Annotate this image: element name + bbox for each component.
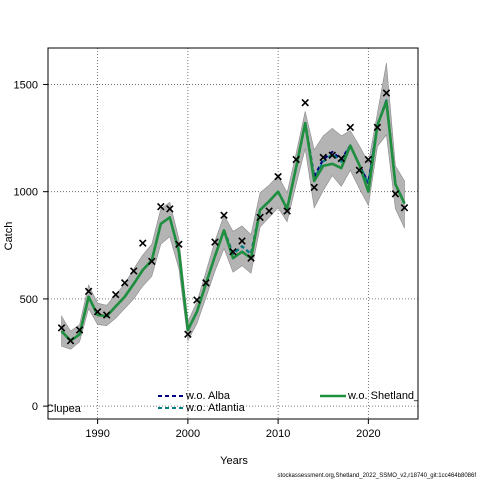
x-tick-label-2000: 2000 bbox=[176, 428, 200, 440]
observed-point-2022 bbox=[382, 89, 391, 97]
observed-point-2007 bbox=[247, 254, 255, 262]
observed-point-2023 bbox=[391, 190, 400, 198]
observed-point-2010 bbox=[274, 172, 282, 181]
observed-point-2019 bbox=[355, 166, 364, 175]
observed-point-2006 bbox=[238, 237, 246, 245]
legend-label-2: Clupea bbox=[46, 403, 82, 415]
observed-point-1999 bbox=[175, 240, 183, 248]
footer-text: stockassessment.org,Shetland_2022_SSMO_v… bbox=[278, 473, 477, 479]
observed-point-1994 bbox=[129, 267, 138, 275]
legend-label-4: w.o. Atlantia bbox=[185, 402, 246, 414]
observed-point-2008 bbox=[256, 213, 264, 222]
axes: 1990 2000 2010 2020 0 500 1000 1500 bbox=[14, 47, 419, 440]
observed-point-1995 bbox=[138, 239, 147, 247]
observed-point-1993 bbox=[120, 279, 129, 287]
observed-point-2020 bbox=[364, 155, 373, 164]
observed-point-1997 bbox=[157, 202, 165, 211]
observed-point-2012 bbox=[292, 155, 300, 164]
observed-point-1996 bbox=[148, 257, 156, 266]
observed-point-1990 bbox=[93, 308, 102, 316]
observed-point-2001 bbox=[193, 296, 201, 304]
y-tick-label-0: 0 bbox=[32, 401, 38, 413]
x-tick-label-2010: 2010 bbox=[266, 428, 290, 440]
observed-point-2004 bbox=[220, 211, 228, 220]
observed-point-2024 bbox=[400, 204, 409, 212]
y-tick-label-1000: 1000 bbox=[14, 187, 38, 199]
observed-point-2021 bbox=[373, 123, 382, 132]
observed-point-1987 bbox=[66, 336, 75, 345]
legend-label-3: w.o. Alba bbox=[185, 390, 231, 402]
observed-point-2013 bbox=[301, 98, 309, 107]
observed-point-1988 bbox=[75, 326, 84, 334]
observed-point-1992 bbox=[111, 290, 120, 299]
x-axis-title: Years bbox=[220, 455, 248, 467]
plot-frame bbox=[47, 47, 419, 420]
y-tick-label-1500: 1500 bbox=[14, 79, 38, 91]
observed-point-2000 bbox=[184, 330, 192, 339]
observed-point-2005 bbox=[229, 247, 237, 256]
observed-point-2017 bbox=[337, 154, 346, 163]
confidence-band bbox=[61, 62, 405, 350]
legend-label-5: w.o. Shetland_I bbox=[347, 390, 423, 402]
observed-point-1998 bbox=[166, 205, 174, 213]
observed-point-1991 bbox=[102, 311, 111, 319]
plot-clip-group bbox=[48, 48, 418, 419]
x-tick-label-1990: 1990 bbox=[85, 428, 109, 440]
observed-point-2003 bbox=[211, 238, 219, 246]
plot-area bbox=[48, 48, 418, 419]
series-line-3 bbox=[60, 100, 406, 342]
observed-point-2009 bbox=[265, 207, 273, 215]
observed-point-2002 bbox=[202, 279, 210, 287]
observed-point-2018 bbox=[346, 123, 355, 132]
observed-point-2011 bbox=[283, 207, 291, 215]
y-tick-label-500: 500 bbox=[20, 294, 38, 306]
observed-point-2015 bbox=[319, 153, 328, 162]
observed-point-2016 bbox=[328, 151, 337, 159]
observed-point-2014 bbox=[310, 183, 318, 192]
observed-point-1989 bbox=[84, 287, 93, 296]
x-tick-label-2020: 2020 bbox=[356, 428, 380, 440]
observed-point-1986 bbox=[57, 324, 66, 332]
y-axis-title: Catch bbox=[3, 222, 15, 251]
